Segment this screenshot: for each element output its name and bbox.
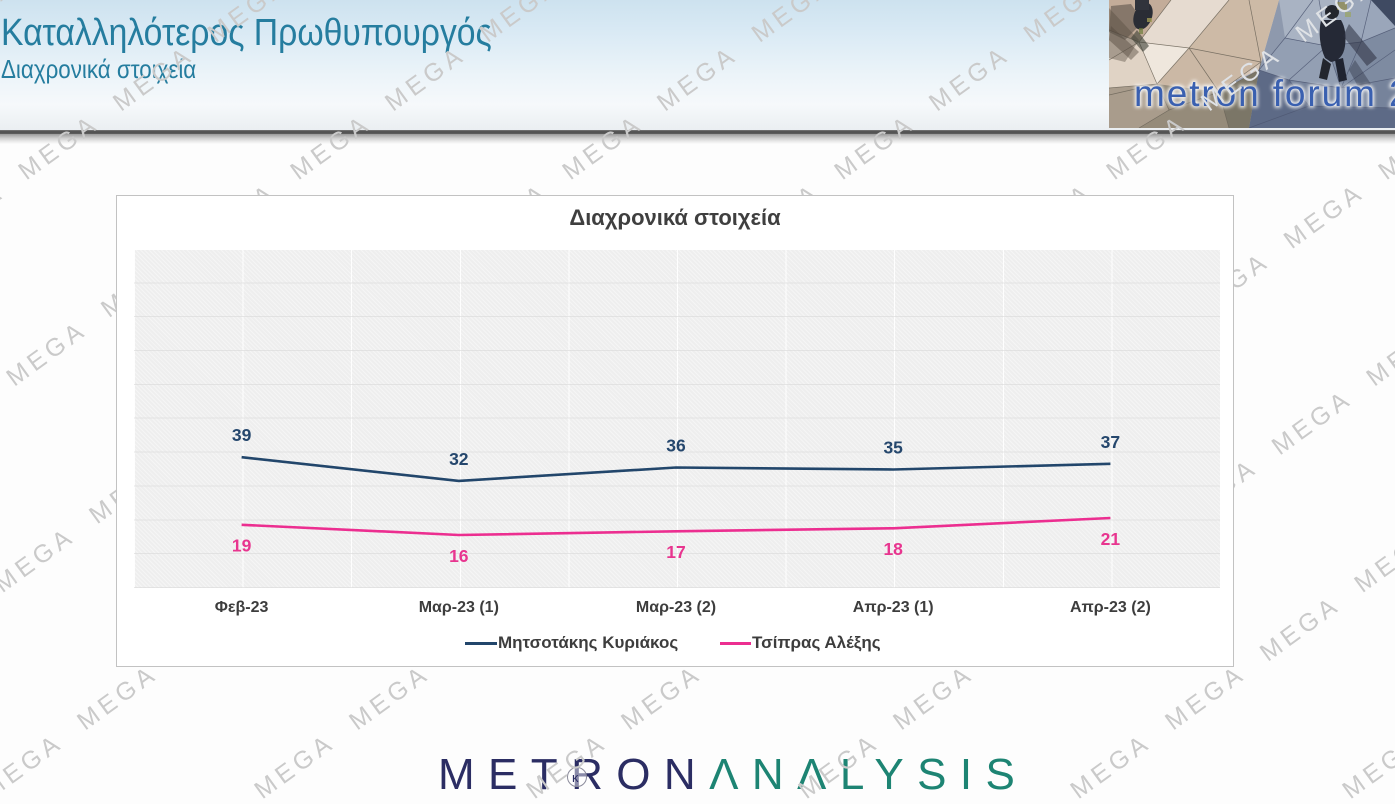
svg-text:MEGA: MEGA bbox=[1019, 0, 1110, 48]
svg-text:MEGA: MEGA bbox=[155, 797, 246, 804]
svg-text:MEGA: MEGA bbox=[1349, 522, 1395, 599]
svg-text:MEGA: MEGA bbox=[829, 109, 920, 186]
svg-text:MEGA: MEGA bbox=[888, 659, 979, 736]
svg-text:MEGA: MEGA bbox=[1, 315, 92, 392]
svg-text:MEGA: MEGA bbox=[475, 0, 566, 48]
svg-text:MEGA: MEGA bbox=[1243, 797, 1334, 804]
svg-text:MEGA: MEGA bbox=[1160, 659, 1251, 736]
svg-text:MEGA: MEGA bbox=[521, 728, 612, 804]
svg-text:MEGA: MEGA bbox=[1279, 178, 1370, 255]
svg-text:MEGA: MEGA bbox=[1267, 384, 1358, 461]
svg-text:MEGA: MEGA bbox=[108, 40, 199, 117]
svg-text:MEGA: MEGA bbox=[249, 728, 340, 804]
svg-text:MEGA: MEGA bbox=[1196, 40, 1287, 117]
svg-text:MEGA: MEGA bbox=[380, 40, 471, 117]
svg-text:MEGA: MEGA bbox=[652, 40, 743, 117]
svg-text:MEGA: MEGA bbox=[1361, 315, 1395, 392]
svg-text:MEGA: MEGA bbox=[344, 659, 435, 736]
svg-text:MEGA: MEGA bbox=[1291, 0, 1382, 48]
svg-text:MEGA: MEGA bbox=[1337, 728, 1395, 804]
svg-text:MEGA: MEGA bbox=[0, 522, 80, 599]
svg-text:MEGA: MEGA bbox=[13, 109, 104, 186]
svg-text:MEGA: MEGA bbox=[1255, 590, 1346, 667]
svg-text:MEGA: MEGA bbox=[557, 109, 648, 186]
svg-text:MEGA: MEGA bbox=[747, 0, 838, 48]
svg-text:MEGA: MEGA bbox=[924, 40, 1015, 117]
svg-text:MEGA: MEGA bbox=[971, 797, 1062, 804]
svg-text:MEGA: MEGA bbox=[0, 178, 10, 255]
svg-text:MEGA: MEGA bbox=[427, 797, 518, 804]
svg-text:MEGA: MEGA bbox=[72, 659, 163, 736]
svg-text:MEGA: MEGA bbox=[285, 109, 376, 186]
svg-text:MEGA: MEGA bbox=[699, 797, 790, 804]
svg-text:MEGA: MEGA bbox=[793, 728, 884, 804]
svg-text:MEGA: MEGA bbox=[203, 0, 294, 48]
svg-text:MEGA: MEGA bbox=[616, 659, 707, 736]
svg-text:MEGA: MEGA bbox=[1101, 109, 1192, 186]
svg-text:MEGA: MEGA bbox=[0, 728, 68, 804]
svg-text:MEGA: MEGA bbox=[0, 0, 21, 48]
svg-text:metron forum 2: metron forum 2 bbox=[1134, 73, 1395, 114]
svg-text:metron forum 2: metron forum 2 bbox=[1134, 73, 1395, 114]
svg-text:MEGA: MEGA bbox=[1065, 728, 1156, 804]
svg-text:MEGA: MEGA bbox=[1373, 109, 1395, 186]
